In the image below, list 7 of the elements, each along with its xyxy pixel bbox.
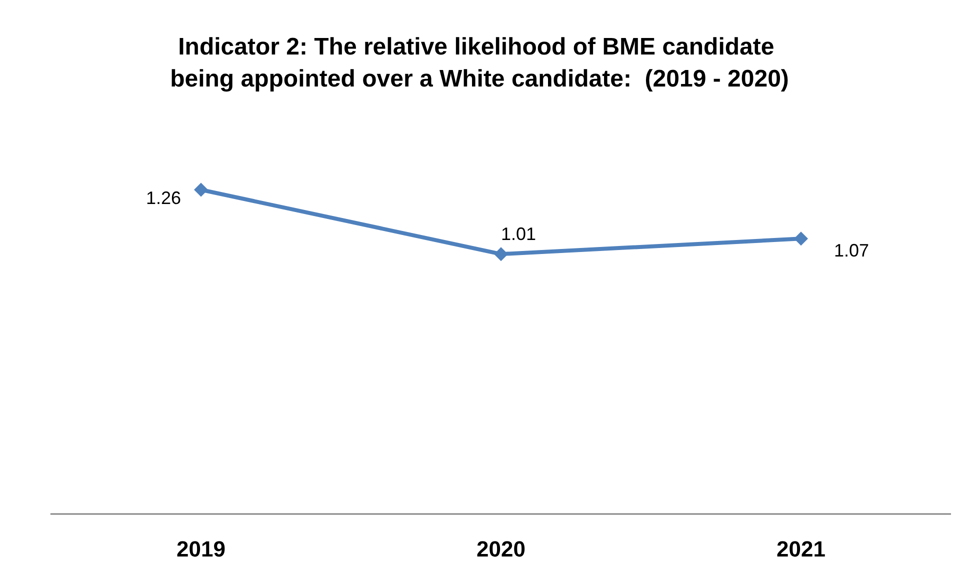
x-tick-label: 2021 — [776, 536, 826, 562]
chart-title: Indicator 2: The relative likelihood of BME candidate being appointed over a White candidate: (2019 - 2020) — [170, 34, 789, 92]
data-label: 1.01 — [501, 224, 536, 244]
data-label: 1.26 — [146, 188, 182, 208]
x-tick-label: 2020 — [476, 536, 526, 562]
data-label: 1.07 — [834, 240, 870, 261]
x-tick-label: 2019 — [176, 536, 226, 562]
